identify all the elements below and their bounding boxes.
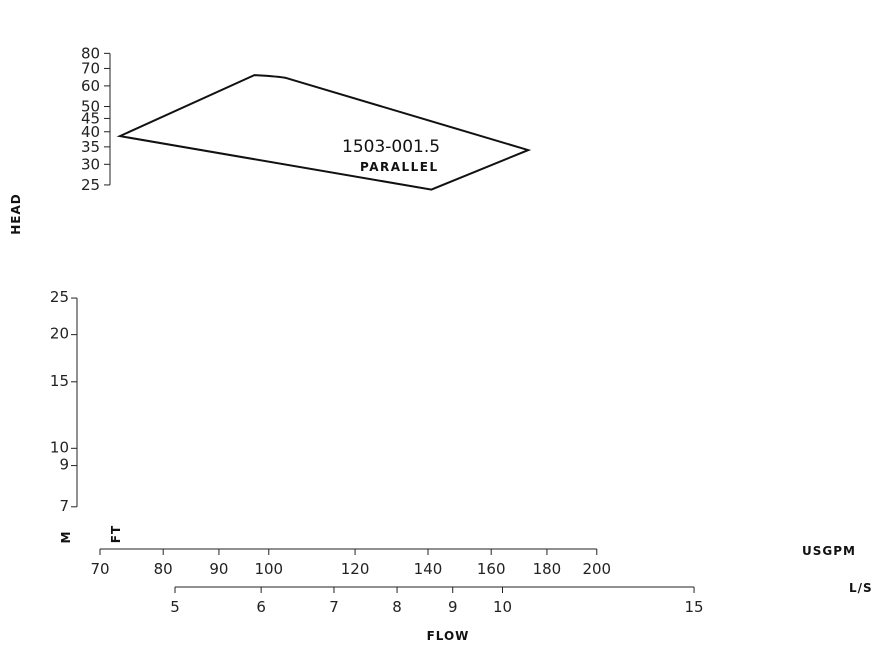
x-tick-usgpm-label: 70 (90, 560, 109, 578)
x-tick-ls-label: 8 (392, 598, 402, 616)
x-tick-ls-label: 6 (256, 598, 266, 616)
y-tick-ft-label: 70 (81, 59, 100, 77)
x-tick-ls-label: 5 (170, 598, 180, 616)
y-tick-ft-label: 25 (81, 176, 100, 194)
y-tick-m-label: 20 (50, 325, 69, 343)
y-tick-ft-label: 35 (81, 138, 100, 156)
x-tick-usgpm-label: 160 (477, 560, 506, 578)
y-tick-m-label: 25 (50, 288, 69, 306)
x-tick-ls-label: 9 (448, 598, 458, 616)
x-axis-title: FLOW (427, 629, 470, 643)
x-tick-usgpm-label: 80 (154, 560, 173, 578)
y-tick-m-label: 10 (50, 438, 69, 456)
x-axes: 70 80 90 100 120 140 160 180 200 5 6 7 8 9 10 15 (90, 548, 704, 616)
x-tick-ls-label: 15 (685, 598, 704, 616)
y-tick-ft-label: 30 (81, 155, 100, 173)
y-tick-ft-label: 40 (81, 123, 100, 141)
y-unit-ft-label: FT (109, 525, 123, 543)
y-tick-m-label: 7 (59, 497, 69, 515)
x-tick-usgpm-label: 200 (582, 560, 611, 578)
x-tick-usgpm-label: 120 (341, 560, 370, 578)
x-tick-ls-label: 7 (329, 598, 339, 616)
x-unit-usgpm-label: USGPM (802, 544, 856, 558)
y-unit-m-label: M (59, 531, 73, 544)
y-tick-ft-label: 60 (81, 77, 100, 95)
y-tick-ft-label: 45 (81, 109, 100, 127)
x-tick-usgpm-label: 100 (254, 560, 283, 578)
y-tick-ft-label: 50 (81, 98, 100, 116)
x-tick-usgpm-label: 180 (533, 560, 562, 578)
y-tick-ft-label: 80 (81, 44, 100, 62)
series-sublabel: PARALLEL (360, 160, 439, 174)
y-tick-m-label: 15 (50, 372, 69, 390)
y-tick-m-label: 9 (59, 456, 69, 474)
x-tick-usgpm-label: 90 (209, 560, 228, 578)
y-axis-title: HEAD (9, 193, 23, 235)
x-tick-ls-label: 10 (493, 598, 512, 616)
series-name-label: 1503-001.5 (342, 137, 440, 157)
x-tick-usgpm-label: 140 (414, 560, 443, 578)
performance-envelope-series (116, 74, 532, 191)
x-unit-ls-label: L/S (849, 581, 873, 595)
